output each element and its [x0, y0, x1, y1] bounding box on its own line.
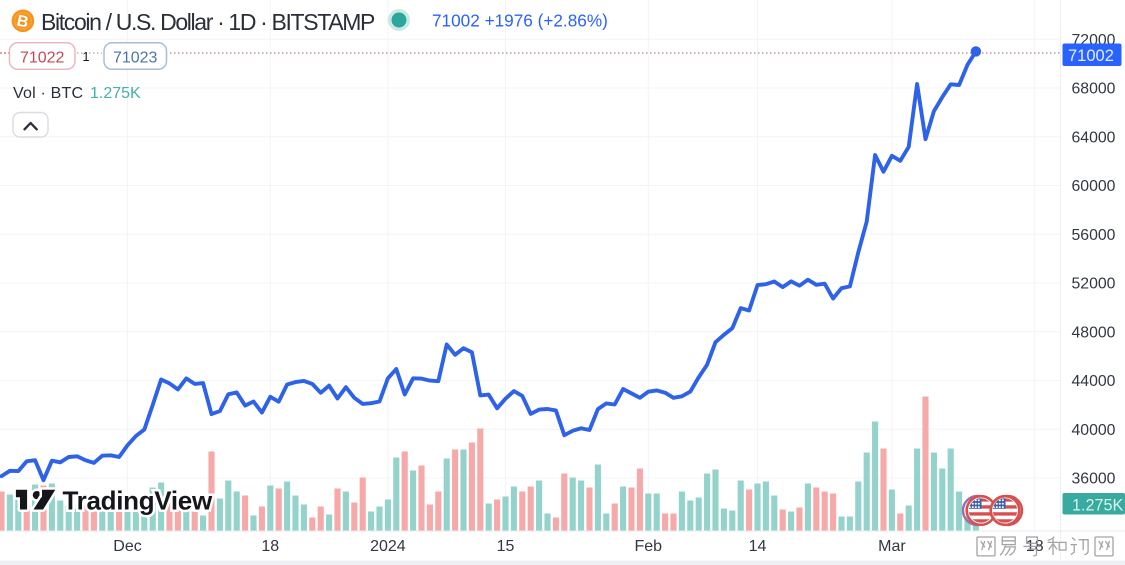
svg-text:1.275K: 1.275K: [90, 85, 141, 102]
svg-text:B: B: [15, 13, 30, 32]
svg-text:36000: 36000: [1072, 471, 1116, 488]
svg-text:64000: 64000: [1072, 129, 1116, 146]
svg-text:68000: 68000: [1072, 81, 1116, 98]
svg-text:71002 +1976 (+2.86%): 71002 +1976 (+2.86%): [432, 11, 608, 31]
svg-text:Feb: Feb: [635, 538, 663, 555]
svg-text:14: 14: [749, 538, 767, 555]
svg-text:56000: 56000: [1072, 227, 1116, 244]
svg-text:71022: 71022: [20, 50, 65, 67]
svg-text:1.275K: 1.275K: [1072, 496, 1124, 514]
svg-text:60000: 60000: [1072, 178, 1116, 195]
svg-text:71023: 71023: [113, 50, 158, 67]
svg-text:18: 18: [261, 538, 279, 555]
svg-text:TradingView: TradingView: [63, 486, 213, 516]
svg-text:48000: 48000: [1072, 324, 1116, 341]
svg-text:1: 1: [82, 49, 89, 64]
svg-text:Mar: Mar: [878, 538, 906, 555]
svg-text:Bitcoin / U.S. Dollar · 1D · B: Bitcoin / U.S. Dollar · 1D · BITSTAMP: [41, 9, 375, 35]
svg-text:40000: 40000: [1072, 422, 1116, 439]
svg-text:2024: 2024: [370, 538, 406, 555]
svg-text:44000: 44000: [1072, 373, 1116, 390]
svg-text:Dec: Dec: [113, 538, 141, 555]
svg-text:71002: 71002: [1068, 47, 1114, 65]
svg-text:Vol · BTC: Vol · BTC: [13, 85, 83, 102]
svg-text:15: 15: [497, 538, 515, 555]
svg-text:52000: 52000: [1072, 276, 1116, 293]
